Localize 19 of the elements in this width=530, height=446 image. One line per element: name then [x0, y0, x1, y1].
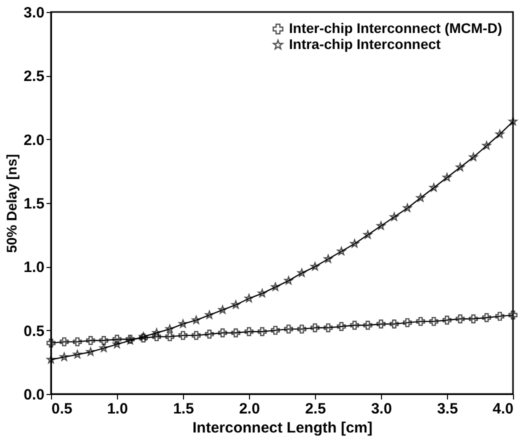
x-tick-label: 4.0 — [492, 400, 514, 418]
y-tick-label: 0.0 — [24, 386, 44, 404]
legend-label: Inter-chip Interconnect (MCM-D) — [289, 20, 502, 36]
x-tick-label: 2.5 — [305, 400, 326, 418]
y-tick-label: 1.5 — [24, 196, 44, 212]
y-tick-label: 1.0 — [24, 259, 44, 276]
x-tick-label: 3.5 — [437, 400, 458, 418]
x-tick-label: 3.0 — [371, 400, 392, 418]
x-axis-title: Interconnect Length [cm] — [192, 420, 373, 436]
y-tick-label: 3.0 — [24, 4, 44, 22]
legend-label: Intra-chip Interconnect — [289, 36, 442, 52]
y-tick-label: 0.5 — [24, 322, 44, 340]
x-tick-label: 2.0 — [239, 400, 260, 418]
y-axis-title: 50% Delay [ns] — [4, 154, 20, 253]
x-tick-label: 1.0 — [107, 400, 128, 418]
x-tick-label: 1.5 — [173, 400, 194, 418]
y-tick-label: 2.5 — [24, 68, 44, 86]
x-tick-label: 0.5 — [52, 400, 72, 418]
y-tick-label: 2.0 — [24, 132, 44, 149]
